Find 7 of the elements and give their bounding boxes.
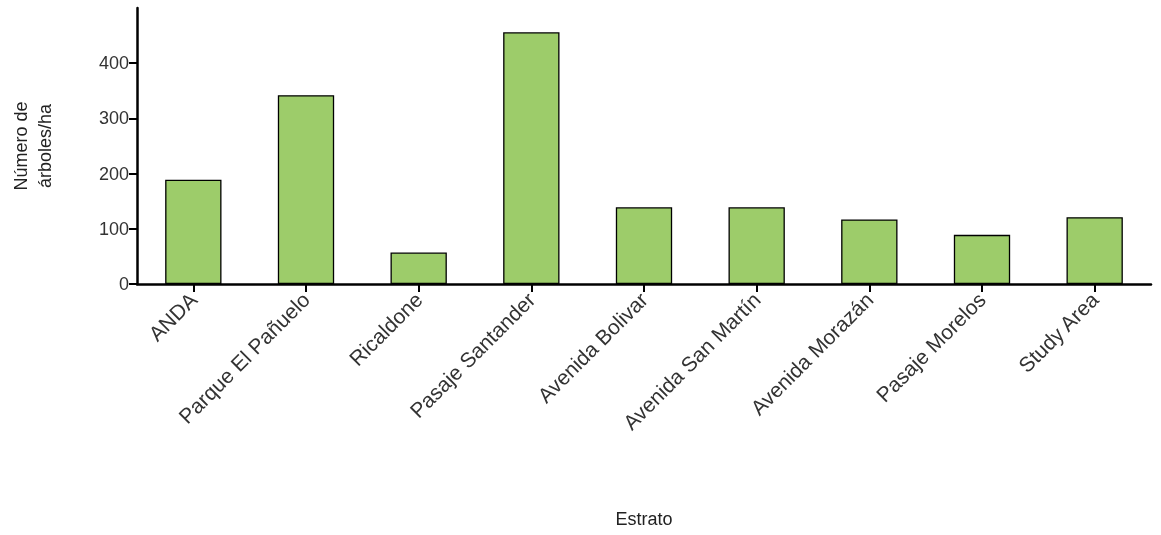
- y-tick-label: 0: [118, 274, 129, 294]
- y-tick-label: 300: [98, 108, 129, 129]
- y-axis-title: Número de árboles/ha: [11, 101, 55, 191]
- y-tick-label: 400: [98, 53, 129, 74]
- y-tick-label: 100: [98, 218, 129, 239]
- x-axis-title: Estrato: [615, 509, 673, 529]
- y-tick-label: 200: [98, 163, 129, 184]
